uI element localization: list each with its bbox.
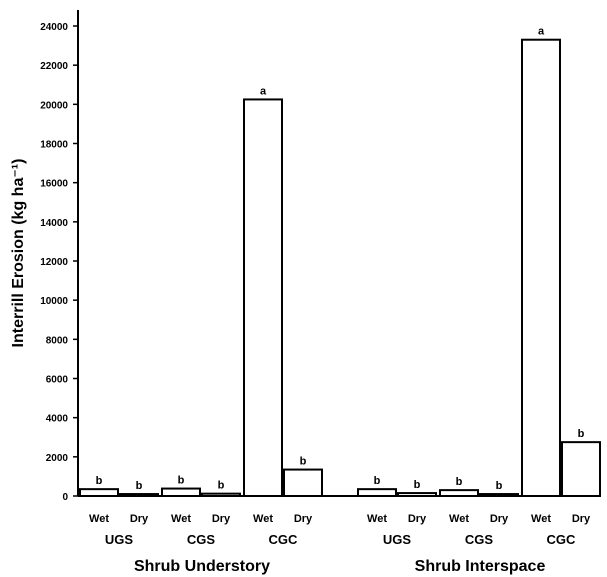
- treatment-label: UGS: [383, 532, 412, 547]
- bar: [283, 468, 323, 497]
- treatment-label: CGC: [269, 532, 299, 547]
- y-tick-label: 2000: [46, 453, 69, 464]
- significance-letter: b: [374, 475, 381, 487]
- significance-letter: b: [496, 480, 503, 492]
- x-axis-labels: Wet Dry UGS Wet Dry CGS Wet Dry CGC Shrub Underst…: [89, 513, 591, 575]
- condition-label: Wet: [449, 513, 469, 525]
- significance-letter: a: [538, 26, 545, 38]
- y-axis-ticks: 0 2000 4000 6000 8000 10000 12000 14000 16000 180…: [40, 22, 78, 503]
- y-tick-label: 8000: [46, 335, 69, 346]
- bar-series: b b b b a b b b b b a b: [79, 26, 601, 498]
- significance-letter: b: [414, 479, 421, 491]
- axes: [77, 10, 600, 497]
- y-tick-label: 10000: [40, 296, 68, 307]
- condition-label: Wet: [367, 513, 387, 525]
- y-tick-label: 12000: [40, 257, 68, 268]
- condition-label: Wet: [253, 513, 273, 525]
- bar: [161, 487, 201, 497]
- y-tick-label: 22000: [40, 61, 68, 72]
- y-tick-label: 16000: [40, 179, 68, 190]
- y-tick-label: 18000: [40, 140, 68, 151]
- condition-label: Wet: [89, 513, 109, 525]
- condition-label: Dry: [294, 513, 313, 525]
- condition-label: Wet: [531, 513, 551, 525]
- condition-label: Dry: [572, 513, 591, 525]
- group-label: Shrub Understory: [134, 558, 270, 575]
- treatment-label: UGS: [105, 532, 134, 547]
- condition-label: Dry: [130, 513, 149, 525]
- condition-label: Dry: [408, 513, 427, 525]
- bar: [521, 38, 561, 497]
- significance-letter: b: [456, 476, 463, 488]
- bar: [561, 441, 601, 498]
- y-tick-label: 20000: [40, 100, 68, 111]
- significance-letter: b: [136, 480, 143, 492]
- significance-letter: a: [260, 85, 267, 97]
- significance-letter: b: [218, 480, 225, 492]
- group-label: Shrub Interspace: [415, 558, 546, 575]
- condition-label: Dry: [490, 513, 509, 525]
- y-tick-label: 6000: [46, 375, 69, 386]
- condition-label: Dry: [212, 513, 231, 525]
- treatment-label: CGS: [465, 532, 494, 547]
- treatment-label: CGC: [547, 532, 577, 547]
- y-tick-label: 4000: [46, 414, 69, 425]
- y-tick-label: 24000: [40, 22, 68, 33]
- significance-letter: b: [178, 475, 185, 487]
- y-tick-label: 0: [62, 492, 68, 503]
- condition-label: Wet: [171, 513, 191, 525]
- treatment-label: CGS: [187, 532, 216, 547]
- y-axis-label: Interrill Erosion (kg ha⁻¹): [10, 159, 27, 348]
- bar: [357, 488, 397, 498]
- bar: [79, 488, 119, 498]
- significance-letter: b: [578, 428, 585, 440]
- bar: [243, 98, 283, 497]
- significance-letter: b: [300, 456, 307, 468]
- y-tick-label: 14000: [40, 218, 68, 229]
- significance-letter: b: [96, 475, 103, 487]
